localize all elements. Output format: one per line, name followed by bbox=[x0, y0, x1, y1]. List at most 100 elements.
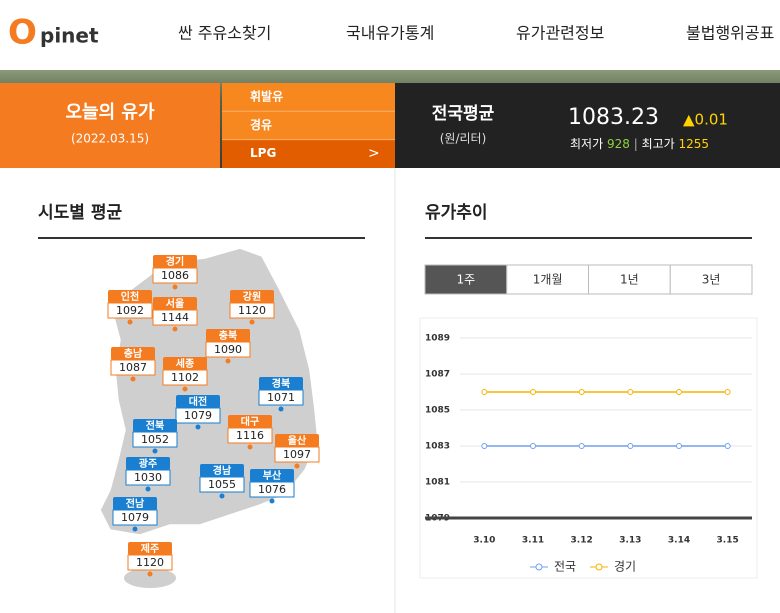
point bbox=[530, 443, 536, 449]
region-name: 대전 bbox=[189, 395, 207, 408]
region-name: 제주 bbox=[141, 542, 159, 555]
region-price-bg bbox=[132, 431, 178, 448]
x-tick-label: 3.14 bbox=[668, 536, 690, 546]
region-name: 부산 bbox=[263, 469, 282, 482]
region-name-bg bbox=[153, 297, 197, 310]
point bbox=[724, 389, 731, 395]
region-name-bg bbox=[200, 464, 244, 477]
region-price-bg bbox=[110, 359, 156, 376]
region-name-bg bbox=[176, 395, 220, 408]
point bbox=[578, 389, 585, 395]
fuel-item[interactable]: 휘발유 bbox=[250, 89, 283, 104]
point bbox=[627, 443, 634, 449]
region-name: 울산 bbox=[288, 434, 307, 447]
legend-label: 전국 bbox=[554, 560, 576, 574]
region-price-bg bbox=[258, 389, 304, 406]
region-name-bg bbox=[250, 469, 294, 482]
region-price: 1090 bbox=[214, 343, 242, 356]
point bbox=[481, 443, 488, 449]
map-jeju bbox=[124, 568, 176, 588]
region-name: 대구 bbox=[241, 415, 259, 428]
point bbox=[676, 389, 682, 395]
logo-text: pinet bbox=[40, 24, 99, 48]
fuel-item[interactable]: LPG bbox=[250, 146, 276, 160]
region-name: 충북 bbox=[219, 329, 237, 342]
min-value: 928 bbox=[607, 137, 630, 151]
point bbox=[481, 389, 488, 395]
region-dot bbox=[247, 444, 253, 450]
nav-item[interactable]: 싼 주유소찾기 bbox=[178, 24, 271, 43]
region-price: 1116 bbox=[236, 429, 264, 442]
region-price-bg bbox=[127, 554, 173, 571]
region-price: 1079 bbox=[184, 409, 212, 422]
region-price: 1102 bbox=[171, 371, 199, 384]
region-name-bg bbox=[275, 434, 319, 447]
national-price: 1083.23 bbox=[568, 105, 659, 130]
x-tick-label: 3.11 bbox=[522, 536, 544, 546]
region-dot bbox=[145, 486, 151, 492]
y-tick-label: 1081 bbox=[425, 478, 450, 488]
region-dot bbox=[269, 498, 275, 504]
point bbox=[724, 443, 731, 449]
x-tick-label: 3.10 bbox=[473, 536, 495, 546]
nav-item[interactable]: 불법행위공표 bbox=[686, 24, 774, 43]
region-name-bg bbox=[153, 255, 197, 268]
region-price: 1030 bbox=[134, 471, 162, 484]
region-name-bg bbox=[126, 457, 170, 470]
national-change: ▲0.01 bbox=[683, 111, 728, 129]
tab[interactable] bbox=[424, 264, 508, 295]
region-name: 서울 bbox=[166, 297, 184, 310]
region-price: 1052 bbox=[141, 433, 169, 446]
tab[interactable] bbox=[506, 264, 589, 295]
region-name: 충남 bbox=[124, 347, 143, 360]
region-dot bbox=[182, 386, 188, 392]
region-price: 1144 bbox=[161, 311, 189, 324]
nav-item[interactable]: 유가관련정보 bbox=[516, 24, 604, 43]
region-price-bg bbox=[205, 341, 251, 358]
tab-label: 1주 bbox=[457, 273, 476, 287]
x-tick-label: 3.12 bbox=[571, 536, 593, 546]
region-name-bg bbox=[206, 329, 250, 342]
today-title: 오늘의 유가 bbox=[65, 102, 155, 123]
region-price-bg bbox=[162, 369, 208, 386]
region-name-bg bbox=[259, 377, 303, 390]
region-price: 1087 bbox=[119, 361, 147, 374]
point bbox=[530, 389, 536, 395]
logo-o: O bbox=[8, 13, 37, 53]
region-price: 1076 bbox=[258, 483, 286, 496]
max-value: 1255 bbox=[679, 137, 710, 151]
legend-label: 경기 bbox=[614, 560, 636, 574]
tab[interactable] bbox=[669, 264, 753, 295]
region-dot bbox=[172, 284, 178, 290]
region-name: 광주 bbox=[139, 458, 157, 470]
region-name: 세종 bbox=[176, 357, 194, 370]
nav-item[interactable]: 국내유가통계 bbox=[346, 24, 434, 43]
fuel-item[interactable]: 경유 bbox=[250, 118, 272, 132]
regional-title: 시도별 평균 bbox=[38, 203, 122, 223]
region-name-bg bbox=[163, 357, 207, 370]
region-name-bg bbox=[128, 542, 172, 555]
region-price-bg bbox=[125, 469, 171, 486]
region-dot bbox=[278, 406, 284, 412]
region-dot bbox=[225, 358, 231, 364]
y-tick-label: 1089 bbox=[425, 334, 450, 344]
region-name: 인천 bbox=[121, 290, 139, 303]
